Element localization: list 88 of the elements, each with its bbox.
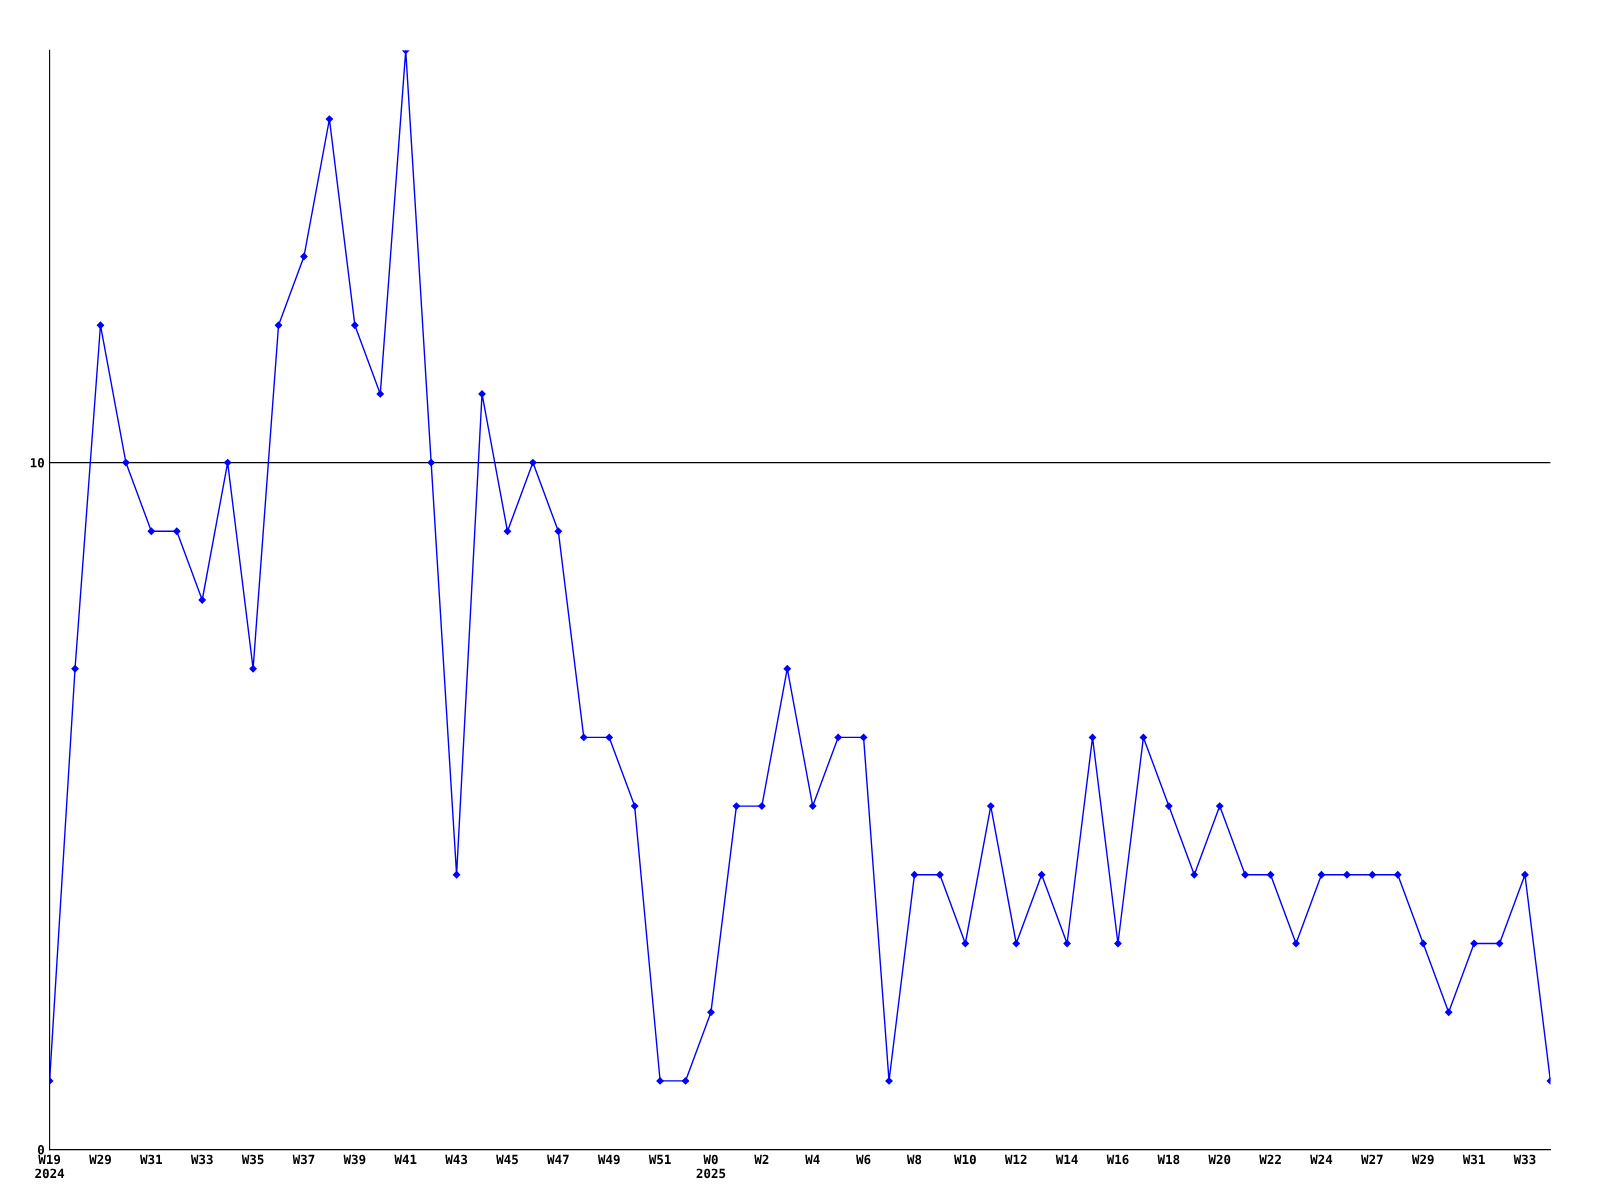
point <box>478 390 486 398</box>
x-tick-label: W29 <box>1411 1154 1434 1165</box>
point <box>809 802 817 810</box>
point <box>452 871 461 879</box>
x-tick-label: W19 2024 <box>35 1154 65 1179</box>
point <box>1266 871 1275 879</box>
point <box>1216 802 1224 810</box>
x-tick-label: W0 2025 <box>696 1154 726 1179</box>
point <box>1521 871 1529 879</box>
point <box>1088 733 1097 742</box>
point <box>783 665 791 673</box>
x-tick-label: W35 <box>241 1154 264 1165</box>
point <box>834 733 842 742</box>
point <box>961 939 969 948</box>
x-tick-label: W37 <box>292 1154 315 1165</box>
point <box>910 871 919 879</box>
point <box>1292 939 1300 948</box>
point <box>885 1077 893 1085</box>
x-tick-label: W31 <box>140 1154 163 1165</box>
point <box>1317 871 1326 879</box>
point <box>1190 871 1198 879</box>
point <box>859 733 868 742</box>
x-tick-label: W49 <box>597 1154 620 1165</box>
point <box>1343 871 1351 879</box>
point <box>173 527 181 535</box>
point <box>503 527 512 535</box>
x-tick-label: W41 <box>394 1154 417 1164</box>
x-tick-label: W6 <box>856 1154 871 1165</box>
point <box>732 802 741 810</box>
point <box>707 1008 715 1016</box>
point <box>758 802 766 810</box>
point <box>529 458 537 467</box>
x-tick-label: W29 <box>89 1154 111 1165</box>
point <box>249 665 257 673</box>
point <box>325 115 334 123</box>
point <box>1012 939 1020 948</box>
point <box>631 802 639 810</box>
point <box>605 733 613 742</box>
point <box>122 458 130 467</box>
x-tick-label: W2 <box>754 1154 769 1164</box>
x-tick-label: W39 <box>343 1154 366 1165</box>
y-tick-label: 0 <box>37 1145 44 1155</box>
point <box>71 665 79 673</box>
x-tick-label: W24 <box>1310 1154 1333 1164</box>
point <box>351 321 359 329</box>
point <box>681 1077 690 1085</box>
x-tick-label: W4 <box>805 1154 820 1164</box>
x-tick-label: W14 <box>1055 1154 1078 1164</box>
point <box>1038 871 1046 879</box>
point <box>554 527 562 535</box>
point <box>96 321 105 329</box>
point <box>580 733 588 742</box>
x-tick-label: W51 <box>648 1154 671 1165</box>
point <box>224 458 232 467</box>
point <box>198 596 206 604</box>
point <box>1165 802 1173 810</box>
x-tick-label: W22 <box>1259 1154 1281 1164</box>
x-tick-label: W43 <box>445 1154 468 1165</box>
point <box>1394 871 1402 879</box>
point <box>376 390 384 398</box>
point <box>1114 939 1122 948</box>
x-tick-label: W47 <box>547 1154 569 1164</box>
x-tick-label: W10 <box>954 1154 976 1165</box>
y-tick-label: 10 <box>30 458 44 468</box>
point <box>1419 939 1427 948</box>
point <box>1368 871 1376 879</box>
point <box>1470 939 1478 948</box>
x-tick-label: W18 <box>1157 1154 1180 1165</box>
x-tick-label: W33 <box>190 1154 213 1165</box>
x-tick-label: W8 <box>906 1154 922 1165</box>
x-tick-label: W31 <box>1462 1154 1485 1165</box>
x-tick-label: W20 <box>1208 1154 1231 1165</box>
point <box>987 802 995 810</box>
x-tick-label: W12 <box>1004 1154 1027 1164</box>
point <box>1445 1008 1453 1016</box>
point <box>1063 939 1071 948</box>
point <box>1139 733 1148 742</box>
x-tick-label: W33 <box>1513 1154 1536 1165</box>
x-tick-label: W45 <box>496 1154 518 1165</box>
point <box>936 871 944 879</box>
point <box>147 527 155 535</box>
point <box>300 252 308 261</box>
x-tick-label: W27 <box>1361 1154 1383 1164</box>
point <box>427 458 435 467</box>
point <box>274 321 283 329</box>
x-tick-label: W16 <box>1106 1154 1129 1165</box>
point <box>1241 871 1249 879</box>
point <box>656 1077 664 1085</box>
